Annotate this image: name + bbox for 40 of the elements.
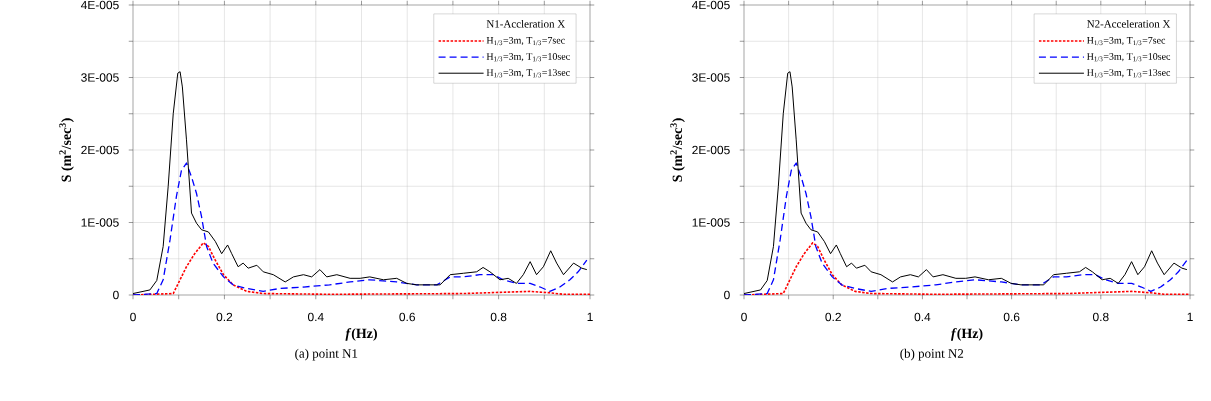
y-tick-label: 1E-005 [692,218,730,227]
legend-label: H$_{1/3}$=3m, T$_{1/3}$=13sec [486,69,570,78]
x-tick-label: 0.8 [490,312,507,322]
x-tick-label: 0.8 [1092,312,1109,322]
y-tick-label: 1E-005 [81,218,119,227]
line-series [133,71,588,295]
line-series [133,162,588,295]
x-tick-label: 0.2 [216,312,233,322]
text: (b) point N2 [900,348,964,361]
x-tick-label: 1 [1187,312,1193,321]
x-tick-label: 1 [587,312,593,321]
y-tick-label: 0 [724,290,730,300]
y-tick-label: 2E-005 [692,145,730,155]
x-tick-label: 0.4 [914,312,931,322]
y-tick-label: 2E-005 [81,145,119,155]
y-tick-label: 4E-005 [80,0,119,10]
y-tick-label: 4E-005 [691,0,730,10]
x-axis-title: f(Hz) [345,328,377,341]
y-axis-title: S (m$^{2}$/sec$^{3}$) [59,118,74,182]
x-axis-title: f(Hz) [950,328,983,341]
legend-title: N1-Accleration X [486,19,565,28]
y-axis-title: S (m$^{2}$/sec$^{3}$) [670,118,685,182]
x-tick-label: 0.6 [1003,312,1020,322]
legend-label: H$_{1/3}$=3m, T$_{1/3}$=7sec [1087,36,1166,46]
x-tick-label: 0 [741,312,747,322]
x-tick-label: 0.2 [825,312,841,322]
legend-label: H$_{1/3}$=3m, T$_{1/3}$=10sec [1087,53,1171,62]
x-tick-label: 0.6 [399,312,415,322]
x-tick-label: 0.4 [307,312,324,322]
y-tick-label: 0 [113,290,119,300]
line-series [744,162,1188,295]
legend-label: H$_{1/3}$=3m, T$_{1/3}$=13sec [1087,69,1171,78]
y-tick-label: 3E-005 [692,73,730,82]
line-series [744,71,1188,295]
text: (a) point N1 [295,348,358,361]
legend-label: H$_{1/3}$=3m, T$_{1/3}$=7sec [486,36,565,46]
legend-title: N2-Acceleration X [1087,19,1171,28]
legend-label: H$_{1/3}$=3m, T$_{1/3}$=10sec [486,53,570,62]
x-tick-label: 0 [130,312,136,322]
y-tick-label: 3E-005 [81,73,119,82]
